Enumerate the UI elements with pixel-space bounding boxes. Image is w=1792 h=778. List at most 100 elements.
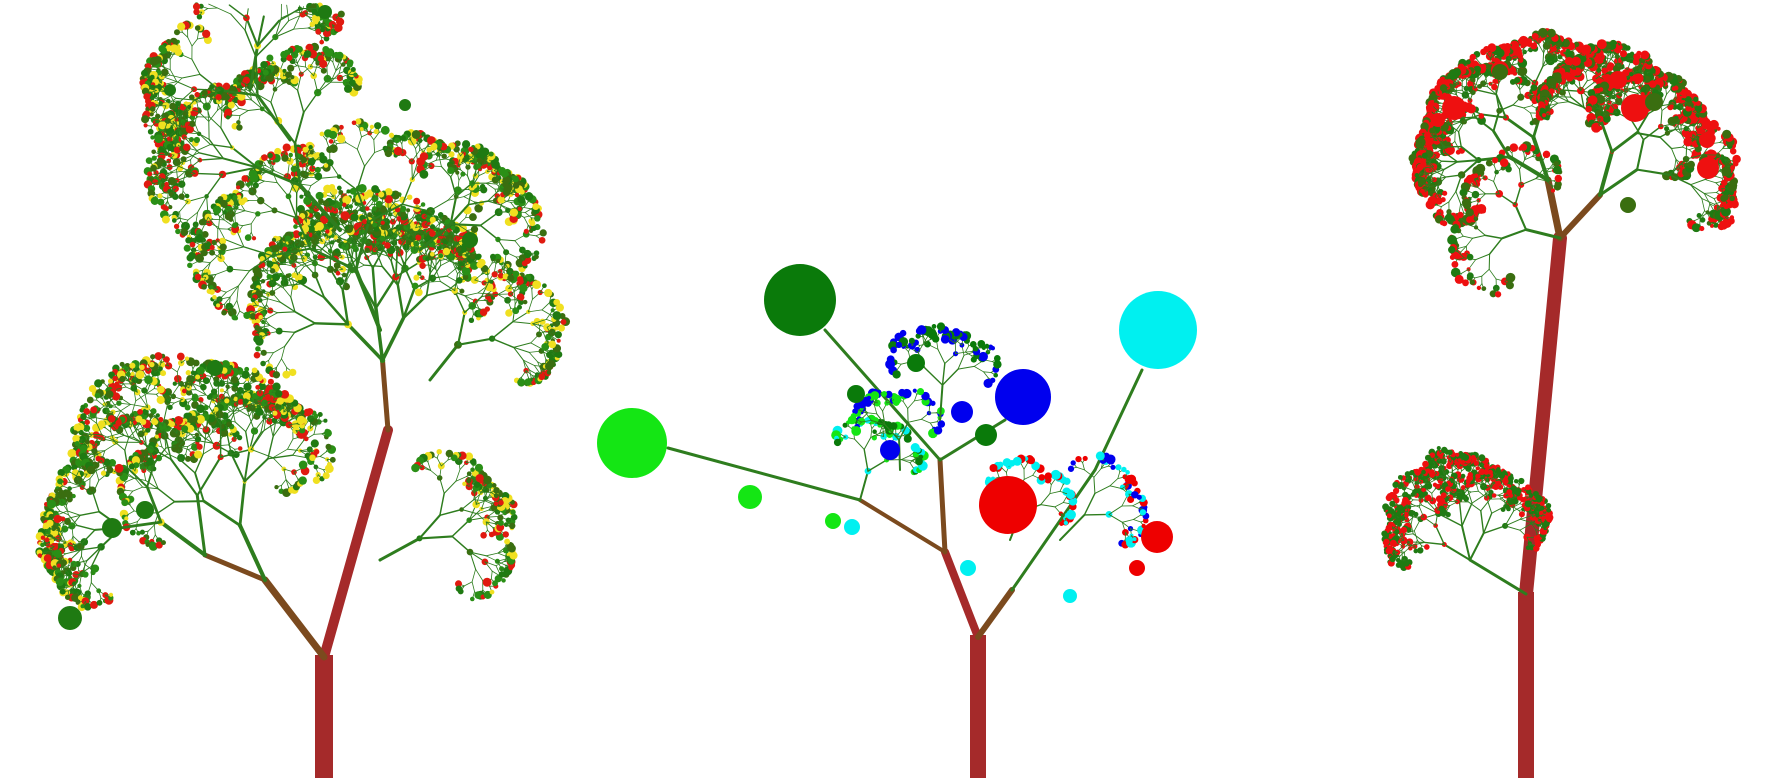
leaf — [346, 189, 351, 194]
leaf — [244, 234, 252, 241]
branch — [365, 238, 376, 250]
branch — [187, 211, 199, 221]
leaf — [267, 152, 273, 159]
leaf — [470, 596, 475, 602]
branch — [196, 144, 211, 152]
branch — [207, 7, 218, 9]
branch — [208, 3, 218, 9]
leaf — [194, 25, 201, 31]
leaf — [309, 150, 314, 155]
leaf — [544, 288, 553, 298]
leaf — [461, 266, 471, 276]
branch — [181, 73, 201, 79]
branch — [239, 110, 249, 116]
leaf — [258, 314, 263, 320]
leaf — [149, 106, 156, 112]
leaf — [194, 273, 202, 281]
leaf — [534, 215, 541, 222]
branch — [378, 536, 421, 562]
leaf — [336, 238, 341, 244]
leaf — [468, 146, 474, 152]
leaf — [254, 324, 260, 331]
branch — [464, 292, 479, 297]
leaf — [450, 225, 456, 231]
branch — [491, 337, 515, 349]
leaf — [498, 167, 506, 175]
leaf — [331, 188, 338, 195]
branch — [356, 136, 362, 150]
branch — [453, 259, 465, 264]
leaf — [429, 251, 435, 257]
leaf — [307, 158, 316, 166]
leaf — [350, 66, 356, 73]
branch — [191, 38, 198, 47]
leaf — [413, 197, 421, 205]
leaf — [336, 185, 342, 191]
leaf — [560, 319, 567, 325]
leaf — [147, 171, 153, 177]
leaf — [512, 270, 520, 278]
branch — [461, 508, 479, 515]
leaf — [349, 79, 356, 87]
branch — [451, 535, 471, 553]
leaf — [344, 225, 349, 230]
branch — [215, 268, 231, 275]
leaf — [436, 246, 442, 251]
leaf — [557, 324, 565, 332]
branch — [456, 337, 494, 346]
branch — [402, 287, 416, 320]
leaf — [380, 125, 390, 135]
leaf — [393, 146, 403, 156]
leaf — [150, 164, 158, 172]
leaf — [296, 274, 303, 281]
leaf — [415, 234, 422, 241]
leaf — [437, 212, 444, 218]
leaf — [189, 241, 196, 248]
branch — [471, 568, 477, 583]
leaf — [468, 317, 475, 324]
leaf — [542, 283, 547, 289]
branch — [530, 342, 544, 350]
leaf — [141, 115, 150, 124]
branch — [231, 107, 240, 113]
branch — [373, 139, 376, 153]
leaf — [184, 193, 190, 199]
branch — [380, 316, 406, 362]
leaf — [338, 189, 344, 195]
branch — [296, 55, 303, 64]
leaf — [151, 149, 156, 155]
leaf — [284, 235, 291, 242]
leaf — [187, 262, 193, 269]
branch — [449, 176, 457, 198]
branch — [250, 213, 259, 225]
branch — [251, 190, 262, 202]
branch — [212, 218, 225, 221]
leaf — [282, 246, 288, 252]
leaf — [282, 143, 291, 152]
leaf — [538, 236, 546, 244]
leaf — [420, 202, 426, 207]
branch — [283, 287, 292, 298]
leaf — [237, 78, 243, 83]
leaf — [514, 192, 520, 198]
branch — [364, 152, 376, 167]
branch — [235, 210, 246, 215]
leaf — [505, 309, 513, 317]
leaf — [441, 153, 447, 159]
leaf — [231, 222, 238, 229]
leaf — [556, 338, 561, 343]
branch — [338, 175, 358, 191]
branch — [485, 552, 499, 557]
branch — [281, 358, 288, 369]
leaf — [491, 483, 497, 488]
leaf — [373, 129, 379, 135]
leaf — [547, 360, 556, 368]
branch — [242, 223, 252, 227]
leaf — [175, 228, 181, 235]
leaf — [396, 216, 402, 221]
leaf — [159, 46, 168, 55]
branch — [541, 309, 551, 315]
leaf — [457, 588, 464, 595]
leaf — [450, 245, 455, 250]
leaf — [143, 93, 151, 100]
